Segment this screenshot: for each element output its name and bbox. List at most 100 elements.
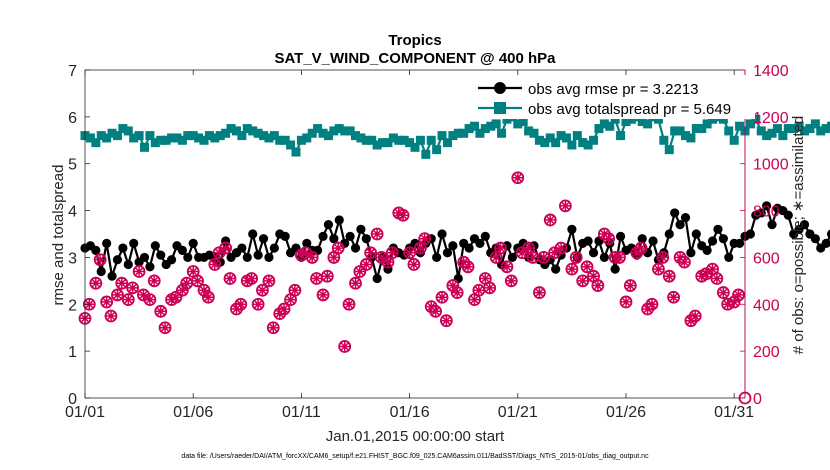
rmse-point — [610, 264, 620, 274]
y-right-tick-label: 1200 — [753, 110, 789, 127]
obs-assimilated-point — [322, 271, 333, 282]
y-left-tick-label: 4 — [68, 204, 77, 221]
totalspread-point — [502, 114, 512, 124]
legend-totalspread-label: obs avg totalspread pr = 5.649 — [528, 101, 731, 118]
totalspread-point — [491, 119, 501, 129]
totalspread-point — [708, 114, 718, 124]
obs-possible-point — [533, 286, 546, 299]
totalspread-point — [556, 131, 566, 141]
obs-possible-point — [349, 276, 362, 290]
obs-assimilated-point — [517, 247, 528, 258]
obs-assimilated-point — [268, 322, 279, 333]
totalspread-point — [729, 135, 739, 145]
obs-assimilated-point — [365, 247, 376, 258]
obs-assimilated-point — [177, 285, 188, 296]
obs-assimilated-point — [263, 275, 274, 286]
obs-assimilated-point — [556, 243, 567, 254]
obs-assimilated-point — [144, 294, 155, 305]
rmse-point — [437, 229, 447, 239]
obs-possible-point — [277, 302, 291, 316]
obs-possible-point — [537, 251, 551, 264]
obs-possible-point — [262, 274, 276, 288]
rmse-point — [707, 236, 718, 246]
totalspread-point — [680, 131, 690, 141]
rmse-point — [334, 215, 344, 225]
data-file-footnote: data file: /Users/raeder/DAI/ATM_forcXX/… — [181, 453, 649, 460]
rmse-point — [237, 243, 247, 253]
y-left-tick-label: 2 — [68, 297, 77, 314]
rmse-point — [313, 245, 323, 255]
rmse-point — [156, 250, 166, 260]
obs-count-series — [78, 171, 752, 405]
totalspread-point — [302, 133, 312, 143]
rmse-point — [718, 234, 728, 244]
obs-assimilated-point — [404, 247, 415, 258]
totalspread-point — [345, 126, 355, 136]
totalspread-point — [653, 114, 663, 124]
totalspread-point — [421, 149, 431, 159]
obs-possible-point — [100, 295, 114, 309]
totalspread-point — [464, 124, 474, 134]
totalspread-point — [237, 131, 247, 141]
legend-box — [473, 75, 755, 119]
obs-assimilated-point — [419, 233, 430, 244]
totalspread-point — [405, 138, 415, 148]
obs-assimilated-point — [473, 285, 484, 296]
obs-assimilated-point — [300, 247, 311, 258]
obs-possible-point — [435, 290, 449, 304]
rmse-point — [615, 231, 626, 241]
obs-assimilated-point — [733, 289, 744, 300]
totalspread-point — [123, 126, 133, 136]
obs-assimilated-point — [127, 282, 138, 293]
obs-assimilated-point — [452, 287, 463, 298]
obs-possible-point — [126, 281, 140, 295]
obs-assimilated-point — [458, 257, 469, 268]
totalspread-point — [475, 128, 485, 138]
totalspread-point — [129, 133, 139, 143]
rmse-point — [799, 220, 810, 230]
obs-assimilated-point — [566, 264, 577, 275]
rmse-point — [810, 234, 820, 244]
obs-assimilated-point — [718, 287, 729, 298]
obs-assimilated-point — [437, 292, 447, 303]
obs-possible-point — [439, 314, 453, 328]
y-axis-right-label: # of obs: o=possible; ∗=assimilated — [790, 116, 807, 355]
obs-assimilated-point — [344, 299, 354, 310]
totalspread-point — [356, 133, 366, 143]
rmse-point — [107, 271, 117, 281]
chart-subtitle: SAT_V_WIND_COMPONENT @ 400 hPa — [274, 50, 556, 67]
totalspread-point — [605, 121, 615, 131]
totalspread-point — [670, 126, 680, 136]
obs-assimilated-point — [538, 252, 549, 263]
totalspread-point — [242, 124, 252, 134]
rmse-point — [188, 238, 198, 248]
totalspread-point — [199, 135, 209, 145]
totalspread-point — [313, 124, 323, 134]
obs-assimilated-point — [415, 243, 426, 254]
obs-assimilated-point — [592, 280, 603, 291]
obs-possible-point — [602, 232, 616, 246]
obs-assimilated-point — [527, 252, 538, 263]
obs-possible-point — [721, 297, 735, 311]
obs-possible-point — [223, 272, 237, 285]
rmse-point — [150, 241, 160, 251]
obs-possible-point — [305, 251, 319, 264]
totalspread-point — [167, 133, 177, 143]
obs-assimilated-point — [469, 294, 480, 305]
totalspread-point — [226, 124, 236, 134]
rmse-point — [253, 250, 263, 260]
obs-possible-point — [93, 253, 107, 267]
obs-assimilated-point — [383, 257, 393, 268]
obs-assimilated-point — [235, 299, 246, 310]
totalspread-point — [827, 121, 830, 131]
totalspread-point — [415, 135, 425, 145]
rmse-point — [599, 252, 609, 263]
obs-possible-point — [565, 262, 579, 276]
obs-possible-point — [623, 279, 637, 292]
obs-assimilated-point — [603, 233, 614, 244]
legend-totalspread-point — [494, 102, 506, 114]
obs-possible-point — [364, 246, 378, 260]
rmse-point — [756, 208, 766, 218]
obs-assimilated-point — [679, 257, 690, 268]
rmse-point — [588, 248, 599, 258]
